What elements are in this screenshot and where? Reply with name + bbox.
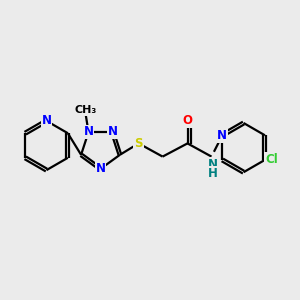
Text: N: N (107, 125, 118, 139)
Text: S: S (134, 137, 143, 150)
Text: H: H (208, 167, 218, 180)
Text: CH₃: CH₃ (74, 105, 97, 116)
Text: N: N (217, 129, 227, 142)
Text: N: N (41, 114, 52, 128)
Text: N: N (208, 158, 218, 171)
Text: N: N (83, 125, 94, 139)
Text: Cl: Cl (265, 153, 278, 167)
Text: O: O (182, 114, 193, 128)
Text: N: N (95, 162, 106, 176)
